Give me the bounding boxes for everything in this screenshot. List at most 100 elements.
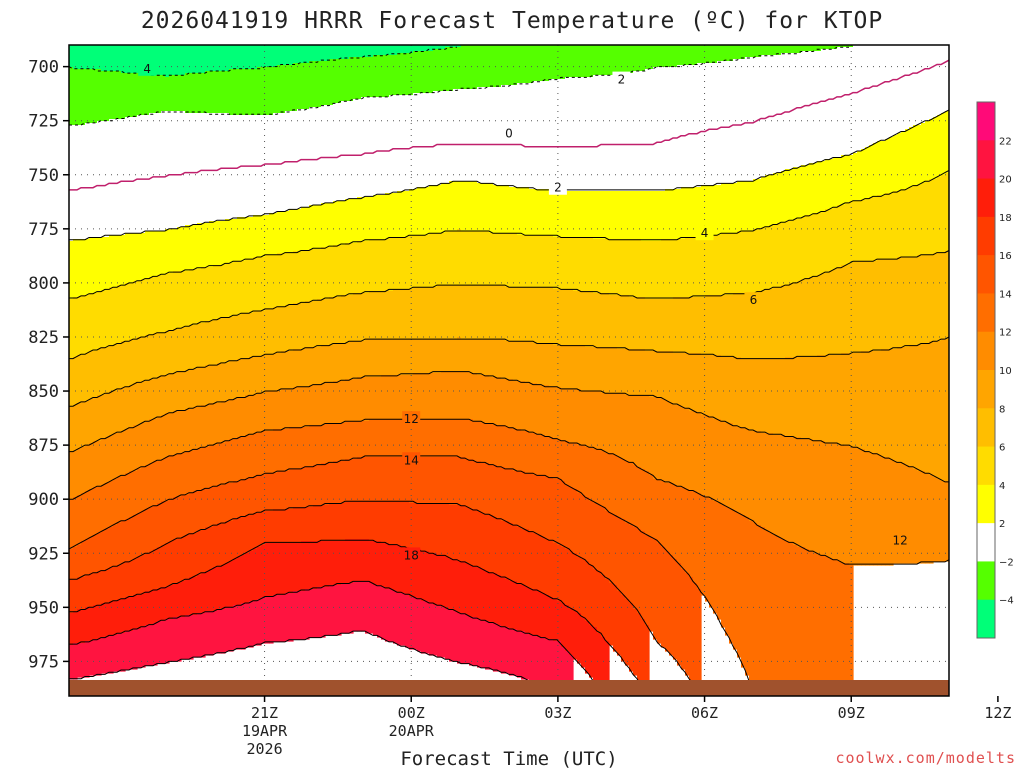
field-cell <box>457 337 462 372</box>
field-cell <box>293 349 298 388</box>
field-cell <box>109 345 114 392</box>
isotherm-6 <box>69 250 949 360</box>
field-cell <box>493 87 498 186</box>
field-cell <box>209 267 214 322</box>
field-cell <box>845 203 850 266</box>
field-cell <box>349 459 354 502</box>
field-cell <box>157 333 162 378</box>
field-cell <box>425 339 430 374</box>
field-cell <box>469 339 474 374</box>
field-cell <box>157 231 162 276</box>
field-cell <box>633 395 638 466</box>
field-cell <box>913 125 918 186</box>
field-cell <box>629 297 634 350</box>
field-cell <box>245 603 250 648</box>
field-cell <box>77 643 82 678</box>
field-cell <box>625 191 630 240</box>
field-cell <box>845 353 850 446</box>
field-cell <box>549 639 554 688</box>
field-cell <box>133 629 138 670</box>
field-cell <box>601 575 606 638</box>
field-cell <box>553 45 558 80</box>
field-cell <box>645 241 650 300</box>
field-cell <box>361 539 366 582</box>
field-cell <box>637 71 642 192</box>
field-cell <box>309 541 314 590</box>
field-cell <box>833 355 838 444</box>
field-cell <box>609 191 614 240</box>
field-cell <box>801 357 806 440</box>
field-cell <box>361 501 366 540</box>
contour-label-bg <box>402 547 421 563</box>
field-cell <box>345 379 350 422</box>
field-cell <box>661 239 666 300</box>
field-cell <box>729 509 734 644</box>
field-cell <box>209 569 214 612</box>
field-cell <box>429 553 434 604</box>
chart-title: 2026041919 HRRR Forecast Temperature (ºC… <box>141 8 883 34</box>
field-cell <box>329 383 334 424</box>
field-cell <box>397 419 402 458</box>
field-cell <box>669 483 674 556</box>
colorbar-tick-label: 4 <box>999 481 1005 492</box>
field-cell <box>469 373 474 420</box>
field-cell <box>349 421 354 460</box>
field-cell <box>589 501 594 566</box>
field-cell <box>153 379 158 420</box>
field-cell <box>401 339 406 376</box>
field-cell <box>73 405 78 452</box>
field-cell <box>401 237 406 290</box>
field-cell <box>185 495 190 536</box>
field-cell <box>149 507 154 552</box>
field-cell <box>577 45 582 78</box>
field-cell <box>525 45 530 84</box>
field-cell <box>453 371 458 420</box>
field-cell <box>761 527 766 696</box>
field-cell <box>81 577 86 610</box>
field-cell <box>457 45 462 48</box>
field-cell <box>85 295 90 354</box>
field-cell <box>101 121 106 238</box>
field-cell <box>833 269 838 356</box>
field-cell <box>193 491 198 534</box>
field-cell <box>413 339 418 374</box>
field-cell <box>141 555 146 594</box>
field-cell <box>425 457 430 504</box>
field-cell <box>821 441 826 556</box>
field-cell <box>605 393 610 454</box>
field-cell <box>409 53 414 96</box>
field-cell <box>117 45 122 72</box>
field-cell <box>349 341 354 380</box>
field-cell <box>305 387 310 428</box>
field-cell <box>369 583 374 634</box>
field-cell <box>169 229 174 274</box>
field-cell <box>173 411 178 456</box>
field-cell <box>497 377 502 426</box>
field-cell <box>361 457 366 502</box>
field-cell <box>545 437 550 478</box>
field-cell <box>573 389 578 444</box>
field-cell <box>245 515 250 554</box>
field-cell <box>105 393 110 438</box>
field-cell <box>153 45 158 76</box>
field-cell <box>757 291 762 360</box>
field-cell <box>893 45 898 136</box>
field-cell <box>69 451 74 500</box>
field-cell <box>601 45 606 76</box>
field-cell <box>613 75 618 192</box>
field-cell <box>433 49 438 92</box>
field-cell <box>85 401 90 446</box>
field-cell <box>537 435 542 476</box>
field-cell <box>249 551 254 602</box>
field-cell <box>597 293 602 348</box>
y-tick-label: 750 <box>28 166 59 186</box>
field-cell <box>769 45 774 56</box>
field-cell <box>453 47 458 90</box>
field-cell <box>753 359 758 432</box>
field-cell <box>577 345 582 390</box>
field-cell <box>341 583 346 634</box>
field-cell <box>749 521 754 688</box>
field-cell <box>261 597 266 644</box>
field-cell <box>405 595 410 648</box>
field-cell <box>481 621 486 668</box>
